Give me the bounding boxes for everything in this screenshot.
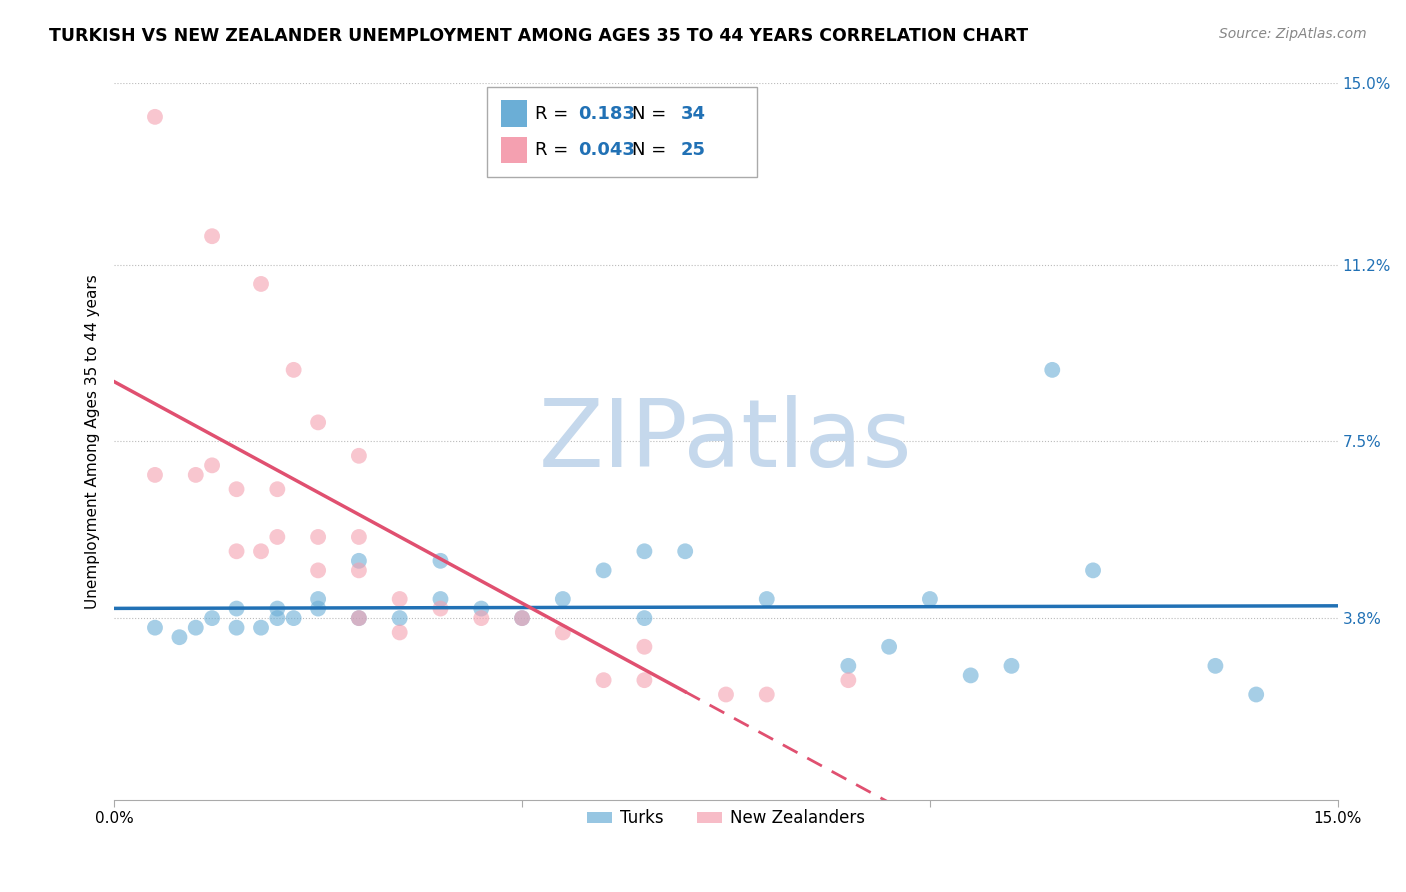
Point [1204,658,1226,673]
Point [551,625,574,640]
Point [143,110,166,124]
Point [429,592,451,607]
Point [633,640,655,654]
Bar [501,136,527,163]
Point [307,592,329,607]
Point [633,544,655,558]
Point [714,688,737,702]
Point [347,563,370,577]
Point [1040,363,1063,377]
Point [470,601,492,615]
Point [755,592,778,607]
Point [837,658,859,673]
Text: ZIPatlas: ZIPatlas [538,395,912,488]
Text: R =: R = [534,104,574,123]
Point [250,544,273,558]
Y-axis label: Unemployment Among Ages 35 to 44 years: Unemployment Among Ages 35 to 44 years [86,274,100,609]
Point [347,611,370,625]
Point [388,611,411,625]
Point [250,277,273,291]
Point [755,688,778,702]
Point [347,449,370,463]
Text: 25: 25 [681,141,706,159]
Point [307,601,329,615]
Point [1000,658,1022,673]
Text: TURKISH VS NEW ZEALANDER UNEMPLOYMENT AMONG AGES 35 TO 44 YEARS CORRELATION CHAR: TURKISH VS NEW ZEALANDER UNEMPLOYMENT AM… [49,27,1028,45]
Point [592,563,614,577]
Point [388,625,411,640]
Point [266,601,288,615]
Legend: Turks, New Zealanders: Turks, New Zealanders [581,803,872,834]
Point [307,530,329,544]
Point [837,673,859,688]
Point [429,554,451,568]
Text: Source: ZipAtlas.com: Source: ZipAtlas.com [1219,27,1367,41]
Point [918,592,941,607]
Point [201,611,224,625]
Point [250,621,273,635]
Point [143,467,166,482]
Point [143,621,166,635]
Point [201,458,224,473]
Point [266,611,288,625]
Point [347,530,370,544]
Point [169,630,191,644]
Point [1244,688,1267,702]
Point [633,611,655,625]
Point [307,416,329,430]
Point [283,611,305,625]
Text: 34: 34 [681,104,706,123]
Point [225,544,247,558]
Bar [501,101,527,127]
Point [266,530,288,544]
FancyBboxPatch shape [488,87,756,177]
Point [266,482,288,496]
Point [184,467,207,482]
Point [592,673,614,688]
Point [510,611,533,625]
Point [673,544,696,558]
Point [959,668,981,682]
Text: 0.183: 0.183 [578,104,636,123]
Point [633,673,655,688]
Point [429,601,451,615]
Text: R =: R = [534,141,574,159]
Point [877,640,900,654]
Point [470,611,492,625]
Point [225,621,247,635]
Point [307,563,329,577]
Point [225,601,247,615]
Point [1081,563,1104,577]
Point [388,592,411,607]
Point [283,363,305,377]
Point [184,621,207,635]
Point [510,611,533,625]
Point [347,611,370,625]
Point [201,229,224,244]
Point [347,554,370,568]
Text: N =: N = [633,104,672,123]
Point [225,482,247,496]
Text: 0.043: 0.043 [578,141,636,159]
Point [551,592,574,607]
Text: N =: N = [633,141,672,159]
